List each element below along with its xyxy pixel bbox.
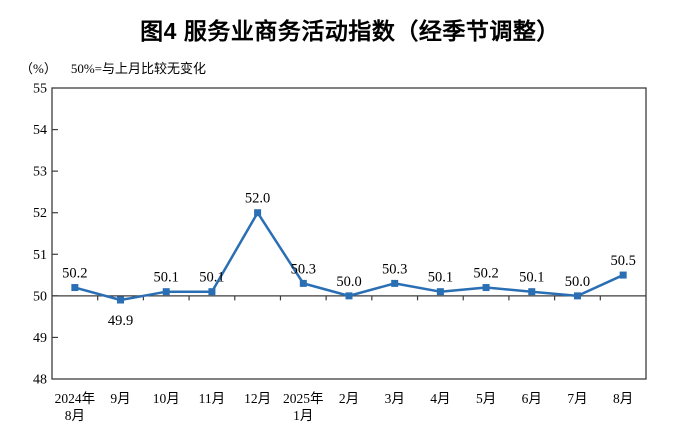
x-axis-label: 9月	[110, 391, 130, 406]
data-point-marker	[345, 292, 353, 300]
y-axis-tick-label: 52	[33, 206, 47, 221]
data-point-marker	[162, 288, 170, 296]
data-point-label: 50.0	[565, 274, 590, 290]
data-point-label: 50.1	[519, 270, 544, 286]
data-point-marker	[391, 279, 399, 287]
baseline-note: 50%=与上月比较无变化	[70, 61, 207, 76]
data-point-label: 50.1	[199, 270, 224, 286]
y-axis-tick-label: 51	[33, 248, 47, 263]
data-point-marker	[573, 292, 581, 300]
x-axis-label: 12月	[244, 391, 271, 406]
y-axis-tick-label: 55	[33, 82, 47, 97]
data-point-label: 50.2	[62, 266, 87, 282]
data-point-label: 50.2	[473, 266, 498, 282]
x-axis-label: 8月	[65, 408, 85, 423]
axis-note: （%） 50%=与上月比较无变化	[20, 58, 206, 77]
data-point-label: 49.9	[108, 313, 133, 329]
chart-title: 图4 服务业商务活动指数（经季节调整）	[140, 18, 560, 44]
plot-border	[51, 87, 647, 380]
x-axis-label: 2024年	[55, 391, 96, 406]
data-point-marker	[117, 296, 125, 304]
x-axis-label: 5月	[476, 391, 496, 406]
x-axis-label: 8月	[613, 391, 633, 406]
data-point-marker	[619, 271, 627, 279]
y-axis-unit-label: （%）	[20, 61, 57, 76]
data-point-marker	[71, 284, 79, 292]
data-point-label: 50.3	[291, 261, 316, 277]
data-point-label: 50.1	[428, 270, 453, 286]
data-point-label: 52.0	[245, 191, 270, 207]
data-point-label: 50.3	[382, 261, 407, 277]
x-axis-label: 4月	[430, 391, 450, 406]
data-point-marker	[299, 279, 307, 287]
data-point-label: 50.5	[610, 253, 635, 269]
x-axis-label: 3月	[385, 391, 405, 406]
data-point-marker	[208, 288, 216, 296]
y-axis-tick-label: 49	[33, 331, 47, 346]
y-axis-tick-label: 48	[33, 373, 47, 388]
data-point-marker	[254, 209, 262, 217]
data-point-label: 50.0	[336, 274, 361, 290]
x-axis-label: 2025年	[283, 391, 324, 406]
data-point-marker	[436, 288, 444, 296]
y-axis-tick-label: 53	[33, 165, 47, 180]
data-point-marker	[528, 288, 536, 296]
data-point-label: 50.1	[154, 270, 179, 286]
x-axis-label: 7月	[567, 391, 587, 406]
data-point-marker	[482, 284, 490, 292]
x-axis-label: 2月	[339, 391, 359, 406]
y-axis-tick-label: 50	[33, 289, 47, 304]
x-axis-label: 11月	[199, 391, 226, 406]
x-axis-label: 6月	[522, 391, 542, 406]
y-axis-tick-label: 54	[33, 123, 47, 138]
x-axis-label: 1月	[293, 408, 313, 423]
x-axis-label: 10月	[153, 391, 180, 406]
